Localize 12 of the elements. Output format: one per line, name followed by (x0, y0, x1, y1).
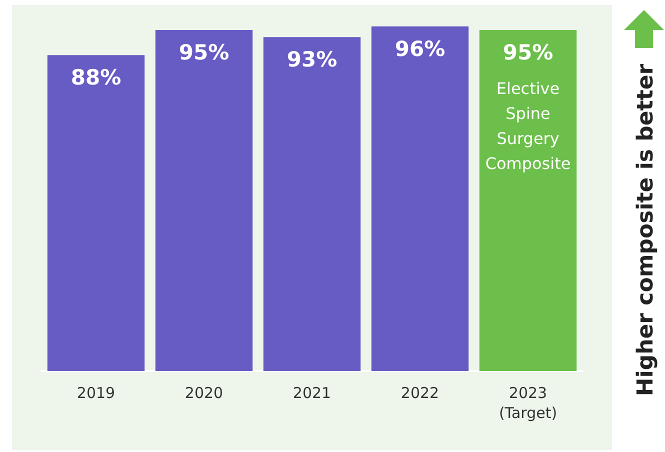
data-label: 95% (502, 40, 554, 64)
x-tick-label: 2020 (184, 384, 224, 402)
data-label: 96% (394, 36, 446, 61)
x-tick-label: 2021 (292, 384, 332, 402)
text: Higher composite is better (634, 64, 658, 396)
data-label: 95% (178, 40, 230, 64)
x-tick-label: 2019 (76, 384, 116, 402)
x-tick-label: 2023 (Target) (498, 384, 558, 422)
data-label: 88% (70, 66, 122, 90)
data-label: 93% (286, 48, 338, 72)
annotation: Elective Spine Surgery Composite (485, 78, 571, 173)
x-tick-label: 2022 (400, 384, 440, 402)
